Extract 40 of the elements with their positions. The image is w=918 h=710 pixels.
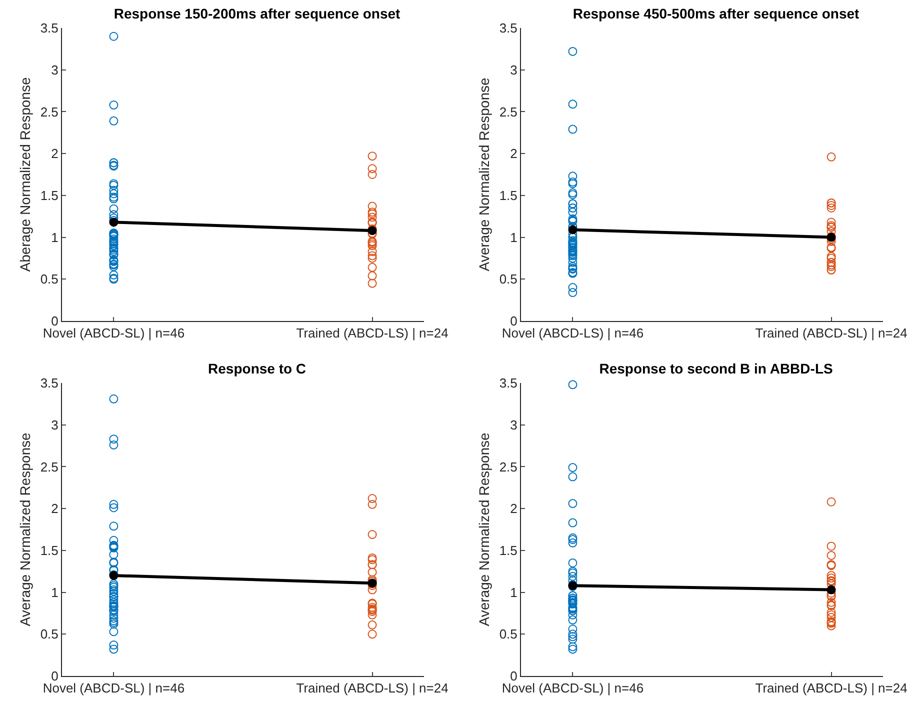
y-tick-label: 2	[51, 501, 58, 516]
y-tick-label: 2.5	[499, 459, 518, 474]
y-tick-label: 3	[51, 417, 58, 432]
y-tick-label: 3.5	[40, 20, 58, 36]
y-tick-label: 1.5	[40, 542, 58, 558]
y-tick-label: 2	[51, 146, 58, 162]
y-axis-title: Average Normalized Response	[16, 432, 33, 626]
y-tick-label: 1	[510, 584, 518, 600]
y-tick-label: 3.5	[40, 376, 58, 391]
y-axis-title: Average Normalized Response	[476, 78, 492, 272]
y-axis-title: Average Normalized Response	[476, 432, 492, 626]
y-tick-label: 3.5	[499, 376, 518, 391]
y-tick-label: 1	[51, 584, 58, 600]
y-tick-label: 1	[51, 230, 58, 245]
chart-title: Response to second B in ABBD-LS	[599, 360, 833, 377]
chart-title: Response 450-500ms after sequence onset	[572, 6, 860, 22]
y-axis-title: Aberage Normalized Response	[16, 77, 33, 272]
chart-title: Response to C	[208, 360, 306, 377]
x-tick-label: Trained (ABCD-LS) | n=24	[755, 680, 908, 696]
y-tick-label: 0.5	[40, 626, 58, 642]
y-tick-label: 0.5	[499, 626, 518, 642]
chart-title: Response 150-200ms after sequence onset	[114, 6, 401, 22]
y-tick-label: 1	[510, 230, 518, 245]
y-tick-label: 2.5	[40, 459, 58, 474]
y-tick-label: 2.5	[499, 104, 518, 120]
y-tick-label: 3	[510, 417, 518, 432]
y-tick-label: 1.5	[499, 188, 518, 203]
y-tick-label: 3	[51, 62, 58, 78]
y-tick-label: 1.5	[499, 542, 518, 558]
y-tick-label: 2	[510, 146, 518, 162]
y-tick-label: 1.5	[40, 188, 58, 203]
y-tick-label: 0.5	[499, 272, 518, 287]
y-tick-label: 2	[510, 501, 518, 516]
x-tick-label: Trained (ABCD-LS) | n=24	[296, 680, 448, 696]
y-tick-label: 2.5	[40, 104, 58, 120]
y-tick-label: 3	[510, 62, 518, 78]
x-tick-label: Trained (ABCD-SL) | n=24	[755, 326, 908, 341]
y-tick-label: 3.5	[499, 20, 518, 36]
y-tick-label: 0.5	[40, 272, 58, 287]
x-tick-label: Trained (ABCD-LS) | n=24	[296, 326, 448, 341]
